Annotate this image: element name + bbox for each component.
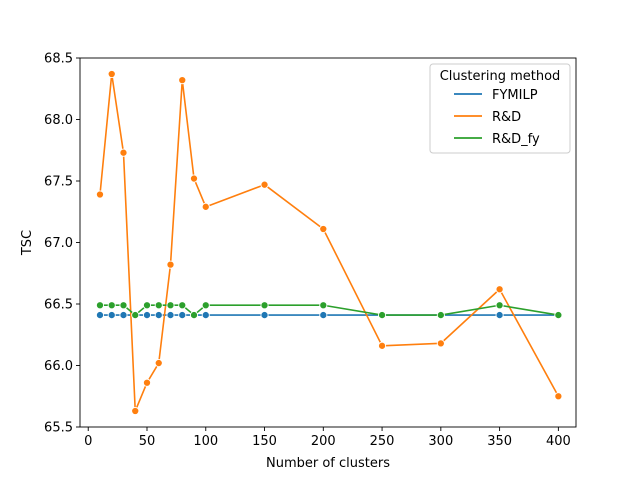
data-point — [119, 311, 128, 320]
y-tick-label: 65.5 — [44, 421, 73, 436]
y-tick-label: 66.0 — [44, 359, 73, 374]
data-point — [260, 180, 269, 189]
series-line-2 — [99, 304, 559, 316]
data-point — [319, 224, 328, 234]
data-point — [154, 301, 163, 310]
data-point — [119, 301, 128, 310]
data-point — [189, 311, 199, 320]
data-point — [260, 301, 269, 310]
data-point — [166, 260, 175, 269]
x-tick-label: 50 — [139, 434, 156, 449]
x-tick-label: 300 — [428, 434, 453, 449]
data-point — [436, 339, 445, 348]
x-tick-label: 200 — [311, 434, 336, 449]
data-point — [554, 311, 563, 320]
data-point — [178, 311, 187, 320]
data-point — [378, 311, 387, 320]
data-point — [154, 358, 163, 368]
legend-items: FYMILP R&D R&D_fy — [454, 88, 540, 147]
data-point — [166, 311, 175, 320]
x-tick-label: 0 — [84, 434, 92, 449]
y-axis-label: TSC — [20, 230, 35, 256]
data-point — [436, 311, 445, 320]
x-tick-label: 250 — [370, 434, 395, 449]
legend-box — [429, 63, 571, 154]
legend-entry: R&D_fy — [492, 132, 540, 147]
data-point — [495, 285, 504, 294]
data-point — [260, 311, 269, 320]
x-axis-ticks: 0 50 100 150 200 250 300 350 400 — [84, 427, 571, 449]
x-tick-label: 400 — [546, 434, 571, 449]
data-point — [142, 301, 152, 310]
data-point — [154, 311, 163, 320]
x-tick-label: 100 — [193, 434, 218, 449]
x-axis-label: Number of clusters — [266, 456, 390, 471]
data-point — [131, 406, 140, 416]
data-point — [107, 301, 116, 310]
legend-title: Clustering method — [440, 69, 561, 84]
data-point — [189, 174, 199, 183]
series-line-1 — [99, 73, 560, 412]
data-point — [119, 148, 128, 157]
y-tick-label: 66.5 — [44, 298, 73, 313]
legend: Clustering method FYMILP R&D R&D_fy — [429, 63, 571, 154]
data-point — [107, 311, 116, 320]
data-point — [178, 301, 187, 310]
y-tick-label: 67.5 — [44, 175, 73, 190]
data-point — [142, 378, 152, 387]
y-tick-label: 68.0 — [44, 113, 73, 128]
data-point — [131, 311, 140, 320]
legend-entry: R&D — [492, 110, 521, 125]
data-point — [142, 311, 152, 320]
data-point — [95, 311, 105, 320]
data-point — [495, 301, 504, 310]
data-point — [319, 301, 328, 310]
data-point — [495, 311, 504, 320]
data-point — [554, 392, 563, 401]
x-tick-label: 350 — [487, 434, 512, 449]
data-point — [378, 341, 387, 350]
data-point — [107, 69, 116, 79]
data-point — [201, 202, 210, 211]
data-point — [201, 301, 210, 310]
data-point — [95, 301, 105, 310]
data-point — [201, 311, 210, 320]
data-point — [166, 301, 175, 310]
data-point — [95, 190, 105, 199]
data-point — [319, 311, 328, 320]
y-tick-label: 67.0 — [44, 236, 73, 251]
y-tick-label: 68.5 — [44, 52, 73, 67]
y-axis-ticks: 65.5 66.0 66.5 67.0 67.5 68.0 68.5 — [44, 52, 80, 436]
data-point — [178, 76, 187, 85]
legend-entry: FYMILP — [492, 88, 538, 103]
x-tick-label: 150 — [252, 434, 277, 449]
